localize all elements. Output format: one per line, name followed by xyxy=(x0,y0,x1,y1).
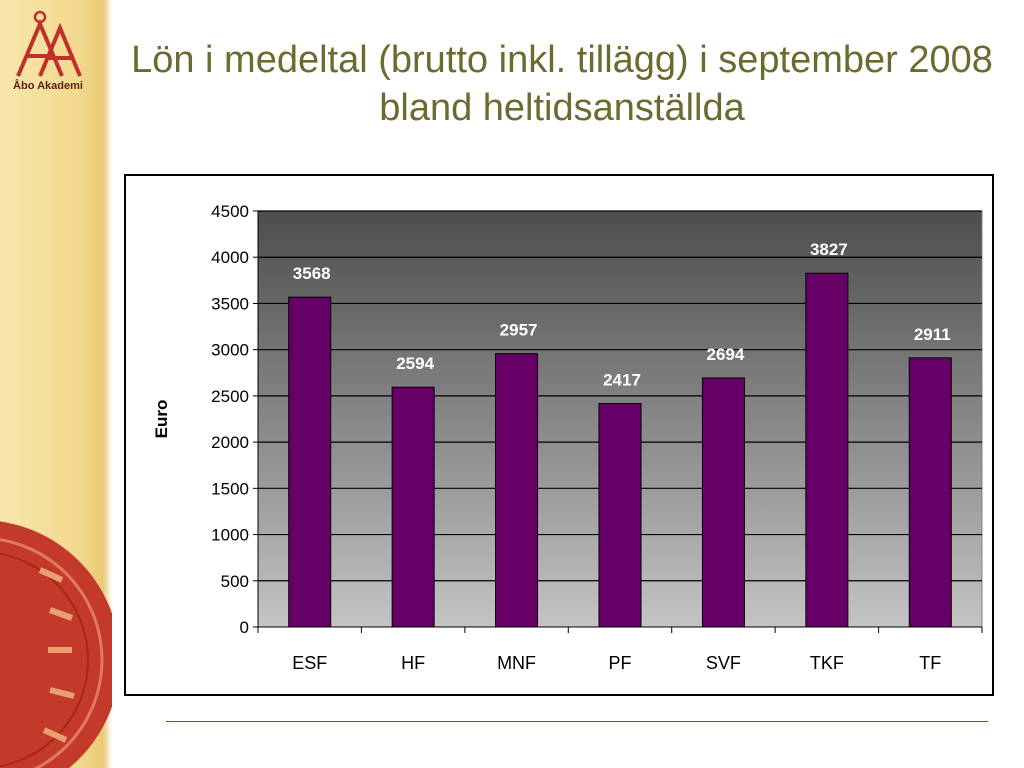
data-labels: 3568 2594 2957 2417 2694 3827 2911 xyxy=(293,240,951,389)
x-tick-label: TF xyxy=(919,653,941,673)
bar-pf xyxy=(598,403,642,628)
y-tick-label: 500 xyxy=(221,572,249,591)
seal-decoration-icon xyxy=(0,521,112,768)
data-label: 3568 xyxy=(293,264,331,283)
y-axis-label: Euro xyxy=(152,400,171,439)
y-tick-label: 4500 xyxy=(211,202,249,221)
bars xyxy=(288,272,952,628)
y-tick-label: 1000 xyxy=(211,526,249,545)
chart-frame: 0 500 1000 1500 2000 2500 3000 3500 4000 4500 356… xyxy=(124,174,994,696)
bar-mnf xyxy=(495,353,539,628)
y-tick-label: 3500 xyxy=(211,294,249,313)
y-tick-label: 0 xyxy=(240,618,249,637)
x-tick-label: TKF xyxy=(810,653,844,673)
x-tick-label: PF xyxy=(608,653,631,673)
data-label: 3827 xyxy=(810,240,848,259)
y-axis-ticks: 0 500 1000 1500 2000 2500 3000 3500 4000 4500 xyxy=(211,202,258,637)
abo-akademi-logo-icon xyxy=(16,10,82,77)
y-tick-label: 3000 xyxy=(211,341,249,360)
y-tick-label: 2000 xyxy=(211,433,249,452)
y-tick-label: 1500 xyxy=(211,479,249,498)
x-tick-label: SVF xyxy=(706,653,741,673)
bar-svf xyxy=(701,377,745,628)
x-tick-label: HF xyxy=(401,653,425,673)
sidebar-decoration: Åbo Akademi xyxy=(0,0,112,768)
bar-hf xyxy=(391,386,435,628)
data-label: 2417 xyxy=(603,371,641,390)
data-label: 2911 xyxy=(914,325,951,344)
y-tick-label: 2500 xyxy=(211,387,249,406)
data-label: 2594 xyxy=(396,354,434,373)
x-tick-label: ESF xyxy=(292,653,327,673)
x-axis-ticks: ESF HF MNF PF SVF TKF TF xyxy=(257,627,983,673)
x-tick-label: MNF xyxy=(497,653,536,673)
slide-title: Lön i medeltal (brutto inkl. tillägg) i … xyxy=(131,39,993,129)
data-label: 2957 xyxy=(500,321,538,340)
footer-divider xyxy=(166,721,988,722)
bar-tkf xyxy=(805,272,849,628)
data-label: 2694 xyxy=(707,345,745,364)
y-tick-label: 4000 xyxy=(211,248,249,267)
bar-esf xyxy=(288,296,332,628)
bar-tf xyxy=(908,357,952,628)
logo-text: Åbo Akademi xyxy=(13,80,83,92)
bar-chart: 0 500 1000 1500 2000 2500 3000 3500 4000 4500 356… xyxy=(152,202,983,673)
